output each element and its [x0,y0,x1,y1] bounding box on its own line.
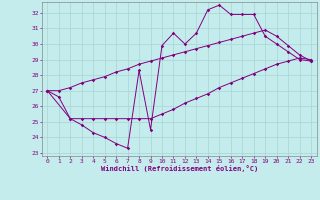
X-axis label: Windchill (Refroidissement éolien,°C): Windchill (Refroidissement éolien,°C) [100,165,258,172]
